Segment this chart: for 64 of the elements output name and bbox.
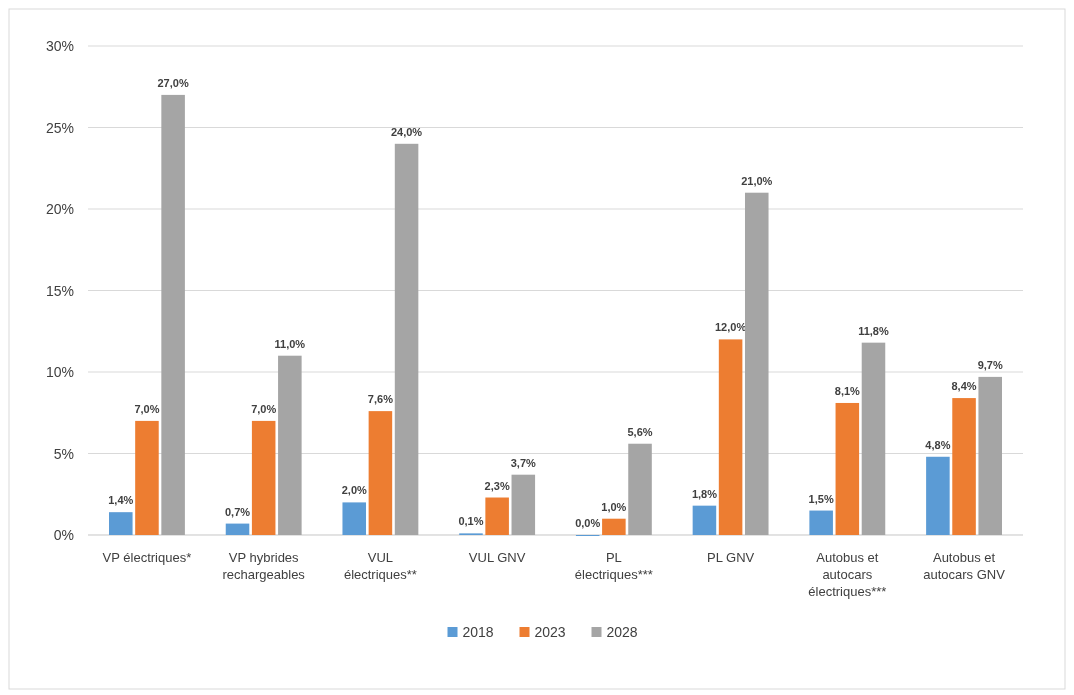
bar <box>952 398 976 535</box>
x-tick-label: Autobus et autocars électriques*** <box>808 550 887 599</box>
bar <box>628 443 652 535</box>
bar <box>342 502 367 535</box>
data-label: 2,3% <box>484 479 510 492</box>
y-tick-label: 5% <box>53 445 74 462</box>
bar <box>368 411 393 535</box>
data-label: 1,5% <box>808 492 834 505</box>
x-tick-label: PL électriques*** <box>574 550 653 582</box>
data-label: 12,0% <box>714 321 747 334</box>
bar <box>485 497 509 535</box>
bar <box>718 339 743 535</box>
x-tick-label: PL GNV <box>706 550 755 565</box>
data-label: 0,1% <box>458 515 484 528</box>
data-label: 21,0% <box>741 174 773 187</box>
bar <box>978 376 1002 535</box>
bar <box>135 420 159 535</box>
bar <box>926 456 950 535</box>
x-tick-label: Autobus et autocars GNV <box>923 550 1006 582</box>
y-tick-label: 10% <box>45 364 74 380</box>
data-label: 24,0% <box>390 125 423 138</box>
legend-label: 2023 <box>534 624 566 640</box>
data-label: 8,1% <box>834 384 861 397</box>
x-tick-label: VUL électriques** <box>343 550 417 582</box>
data-label: 5,6% <box>627 425 653 438</box>
y-tick-label: 0% <box>53 527 74 543</box>
data-label: 3,7% <box>510 456 537 469</box>
y-tick-label: 30% <box>45 38 74 54</box>
bar <box>278 355 302 535</box>
data-label: 0,7% <box>224 505 251 518</box>
bar <box>251 420 276 535</box>
bar <box>511 474 536 535</box>
x-tick-label: VUL GNV <box>468 550 526 565</box>
bar <box>394 143 419 535</box>
y-tick-label: 25% <box>45 119 74 136</box>
x-tick-label: VP électriques* <box>102 550 192 565</box>
data-label: 0,0% <box>575 517 601 529</box>
bar <box>744 192 769 535</box>
data-label: 9,7% <box>977 358 1003 371</box>
bar <box>161 94 185 535</box>
legend-label: 2018 <box>462 624 494 640</box>
data-label: 1,8% <box>691 487 718 500</box>
data-label: 27,0% <box>157 76 189 89</box>
legend-label: 2028 <box>606 624 638 640</box>
data-label: 7,0% <box>134 402 160 415</box>
data-label: 11,0% <box>274 337 306 350</box>
bar <box>109 512 133 535</box>
bar <box>602 518 626 535</box>
data-label: 2,0% <box>341 484 367 497</box>
bar <box>225 523 250 535</box>
data-label: 1,0% <box>601 500 627 513</box>
bar <box>861 342 886 535</box>
data-label: 4,8% <box>925 438 951 451</box>
y-tick-label: 15% <box>45 282 74 299</box>
bar <box>835 402 860 535</box>
bar <box>809 510 833 535</box>
x-tick-label: VP hybrides rechargeables <box>222 550 306 582</box>
bar <box>692 505 717 535</box>
data-label: 8,4% <box>951 380 977 393</box>
data-label: 11,8% <box>858 324 889 337</box>
data-label: 7,6% <box>367 393 394 406</box>
data-label: 1,4% <box>108 494 134 507</box>
y-tick-label: 20% <box>45 201 74 217</box>
data-label: 7,0% <box>251 402 277 415</box>
